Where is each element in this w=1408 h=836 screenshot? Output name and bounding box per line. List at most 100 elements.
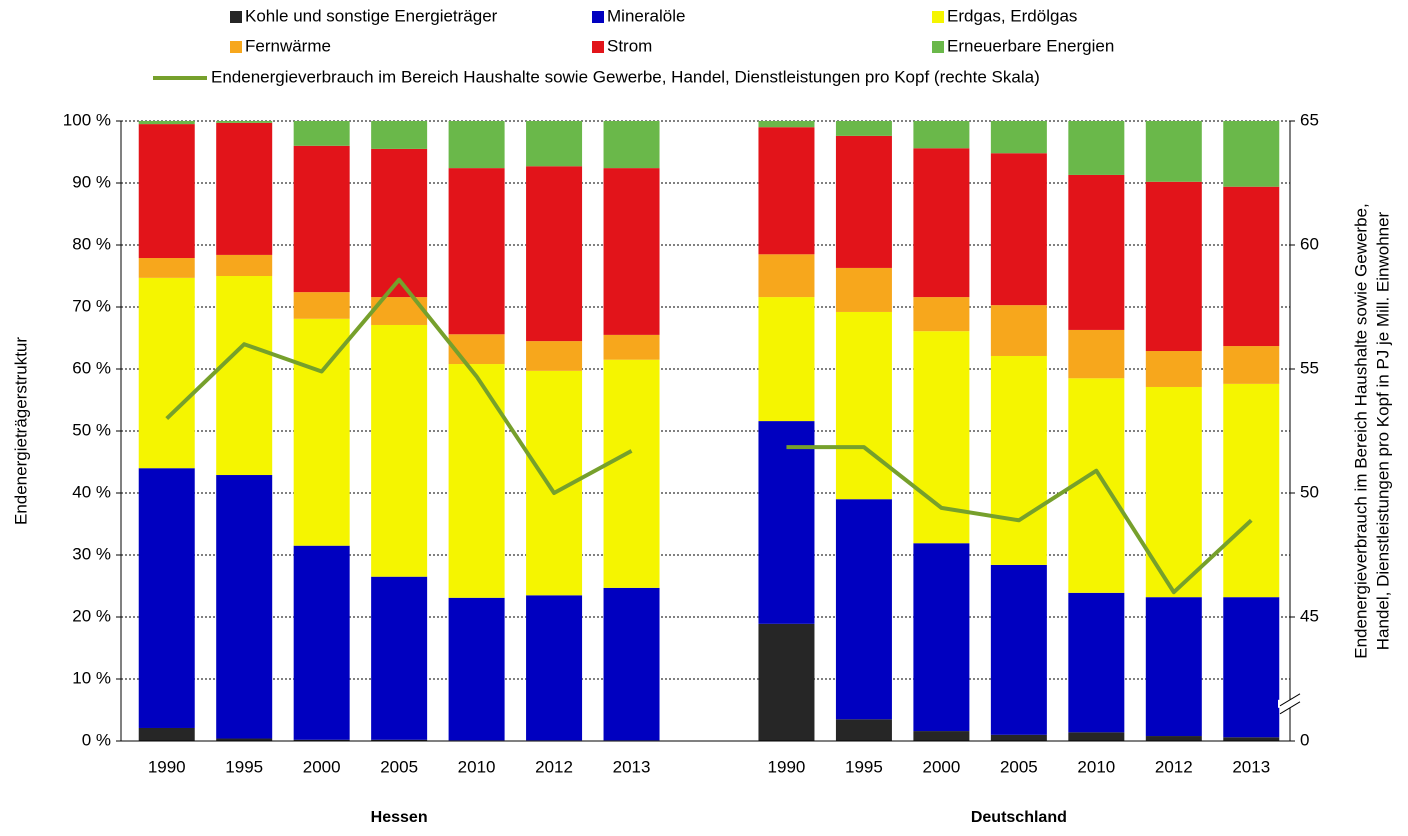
bar-segment: [138, 727, 195, 741]
legend-swatch: [592, 11, 604, 23]
bar-segment: [1145, 351, 1202, 387]
x-tick-label: 1995: [845, 757, 883, 776]
bar-segment: [526, 595, 583, 741]
bar-segment: [1145, 121, 1202, 182]
legend-swatch: [230, 11, 242, 23]
bar-segment: [1145, 386, 1202, 598]
bar-segment: [603, 121, 660, 169]
y2-axis-title: Endenergieverbrauch im Bereich Haushalte…: [1351, 203, 1370, 658]
bar-segment: [913, 297, 970, 332]
bar-segment: [293, 121, 350, 146]
bar-segment: [293, 292, 350, 319]
bar-segment: [448, 597, 505, 741]
y-tick-label: 60 %: [72, 358, 111, 377]
group-label: Deutschland: [971, 809, 1067, 826]
bar-segment: [216, 475, 273, 739]
bar-segment: [835, 311, 892, 500]
bar-segment: [913, 731, 970, 741]
bar-segment: [758, 127, 815, 255]
bar-segment: [1223, 121, 1280, 187]
bar-segment: [138, 121, 195, 125]
legend-label: Erneuerbare Energien: [947, 36, 1114, 55]
bar-segment: [371, 739, 428, 741]
x-tick-label: 2010: [458, 757, 496, 776]
legend-label: Endenergieverbrauch im Bereich Haushalte…: [211, 67, 1040, 86]
bar-segment: [913, 543, 970, 732]
bar-segment: [1223, 383, 1280, 598]
bar-segment: [371, 576, 428, 740]
legend-label: Erdgas, Erdölgas: [947, 6, 1077, 25]
legend-swatch: [592, 41, 604, 53]
bar-segment: [138, 124, 195, 259]
x-tick-label: 2000: [303, 757, 341, 776]
legend-label: Kohle und sonstige Energieträger: [245, 6, 498, 25]
bar-segment: [990, 734, 1047, 741]
x-tick-label: 2005: [380, 757, 418, 776]
bar-segment: [1223, 346, 1280, 384]
legend-swatch: [932, 11, 944, 23]
bar-segment: [138, 277, 195, 469]
bar-segment: [293, 545, 350, 740]
bar-segment: [293, 739, 350, 741]
axis-break: [1279, 701, 1301, 715]
y-tick-label: 100 %: [63, 110, 111, 129]
bar-segment: [835, 719, 892, 741]
bar-segment: [448, 121, 505, 169]
bar-segment: [1145, 736, 1202, 741]
y-tick-label: 10 %: [72, 668, 111, 687]
bar-segment: [216, 738, 273, 741]
y-tick-label: 20 %: [72, 606, 111, 625]
legend-label: Fernwärme: [245, 36, 331, 55]
bar-segment: [216, 122, 273, 255]
bar-segment: [835, 121, 892, 136]
bar-segment: [1223, 737, 1280, 741]
y2-tick-label: 0: [1300, 730, 1309, 749]
bar-segment: [990, 564, 1047, 735]
x-tick-label: 1995: [225, 757, 263, 776]
legend-swatch: [230, 41, 242, 53]
bar-segment: [216, 121, 273, 123]
bar-segment: [603, 359, 660, 588]
bar-segment: [526, 166, 583, 342]
x-tick-label: 2012: [535, 757, 573, 776]
bar-segment: [216, 254, 273, 276]
legend-label: Strom: [607, 36, 652, 55]
bar-segment: [526, 341, 583, 371]
y-tick-label: 90 %: [72, 172, 111, 191]
line-series: [165, 277, 633, 495]
y-axis-title: Endenergieträgerstruktur: [11, 337, 30, 525]
legend-swatch: [932, 41, 944, 53]
x-tick-label: 1990: [148, 757, 186, 776]
y2-tick-label: 50: [1300, 482, 1319, 501]
bar-segment: [1068, 732, 1125, 741]
bar-segment: [371, 324, 428, 577]
bar-segment: [835, 267, 892, 312]
bar-segment: [913, 148, 970, 298]
x-tick-label: 2005: [1000, 757, 1038, 776]
x-tick-label: 2000: [922, 757, 960, 776]
y-tick-label: 0 %: [82, 730, 111, 749]
axis-break: [1279, 693, 1301, 707]
bar-segment: [1068, 592, 1125, 733]
bar-segment: [448, 364, 505, 598]
bar-segment: [448, 334, 505, 365]
x-tick-label: 2013: [1232, 757, 1270, 776]
y-tick-label: 50 %: [72, 420, 111, 439]
bar-segment: [371, 148, 428, 298]
bar-segment: [913, 121, 970, 149]
x-tick-label: 2012: [1155, 757, 1193, 776]
bar-segment: [990, 153, 1047, 306]
bar-segment: [1223, 597, 1280, 738]
bar-segment: [1223, 186, 1280, 347]
axis-break-gap: [1278, 699, 1302, 708]
bar-segment: [990, 355, 1047, 565]
y-tick-label: 40 %: [72, 482, 111, 501]
x-tick-label: 2013: [613, 757, 651, 776]
bar-segment: [526, 121, 583, 167]
bar-segment: [138, 258, 195, 278]
bar-segment: [758, 254, 815, 298]
x-tick-label: 1990: [768, 757, 806, 776]
bar-segment: [990, 305, 1047, 356]
bar-segment: [1068, 174, 1125, 330]
